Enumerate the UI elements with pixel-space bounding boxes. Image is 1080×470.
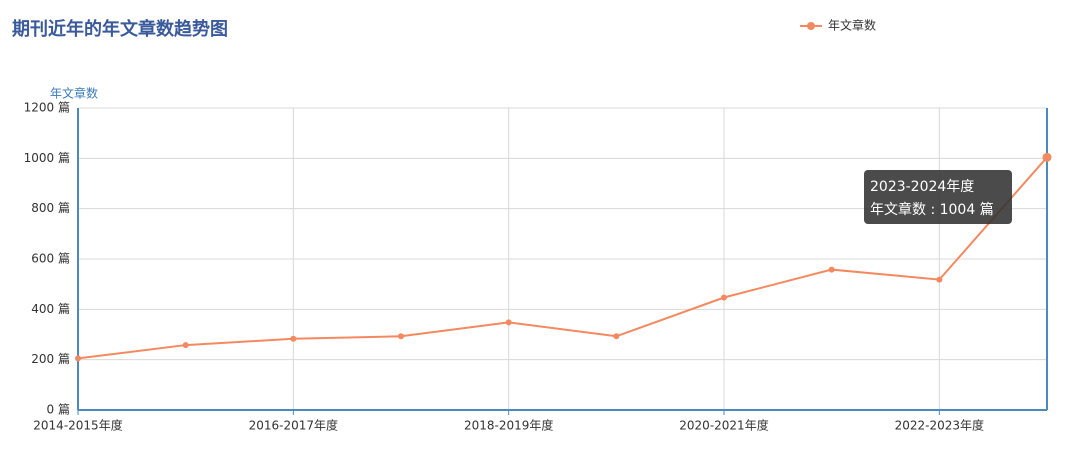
data-point (290, 335, 297, 342)
data-point (1042, 152, 1052, 162)
y-tick-label: 200 篇 (31, 351, 70, 366)
data-point (75, 355, 81, 362)
x-tick-label: 2018-2019年度 (464, 418, 553, 433)
y-axis-label: 年文章数 (50, 86, 98, 101)
tooltip-box (864, 170, 1012, 224)
x-tick-label: 2016-2017年度 (249, 418, 338, 433)
data-point (936, 276, 943, 283)
chart-title: 期刊近年的年文章数趋势图 (12, 18, 228, 40)
tooltip-title: 2023-2024年度 (870, 179, 974, 195)
x-tick-label: 2014-2015年度 (33, 418, 122, 433)
x-tick-label: 2022-2023年度 (895, 418, 984, 433)
legend-marker (807, 22, 815, 30)
data-point (721, 294, 727, 301)
y-tick-label: 800 篇 (31, 200, 70, 215)
x-tick-label: 2020-2021年度 (679, 418, 768, 433)
data-point (828, 266, 835, 273)
data-point (398, 333, 404, 340)
data-point (182, 342, 189, 349)
data-point (613, 333, 620, 340)
tooltip-text: 年文章数 : 1004 篇 (870, 201, 994, 218)
series-line (77, 156, 1048, 360)
legend-label: 年文章数 (828, 18, 876, 33)
y-tick-label: 1200 篇 (24, 100, 70, 115)
y-tick-label: 0 篇 (47, 402, 70, 417)
y-tick-label: 1000 篇 (24, 150, 70, 165)
data-point (505, 319, 512, 326)
y-tick-label: 400 篇 (31, 301, 70, 316)
y-tick-label: 600 篇 (31, 251, 70, 266)
